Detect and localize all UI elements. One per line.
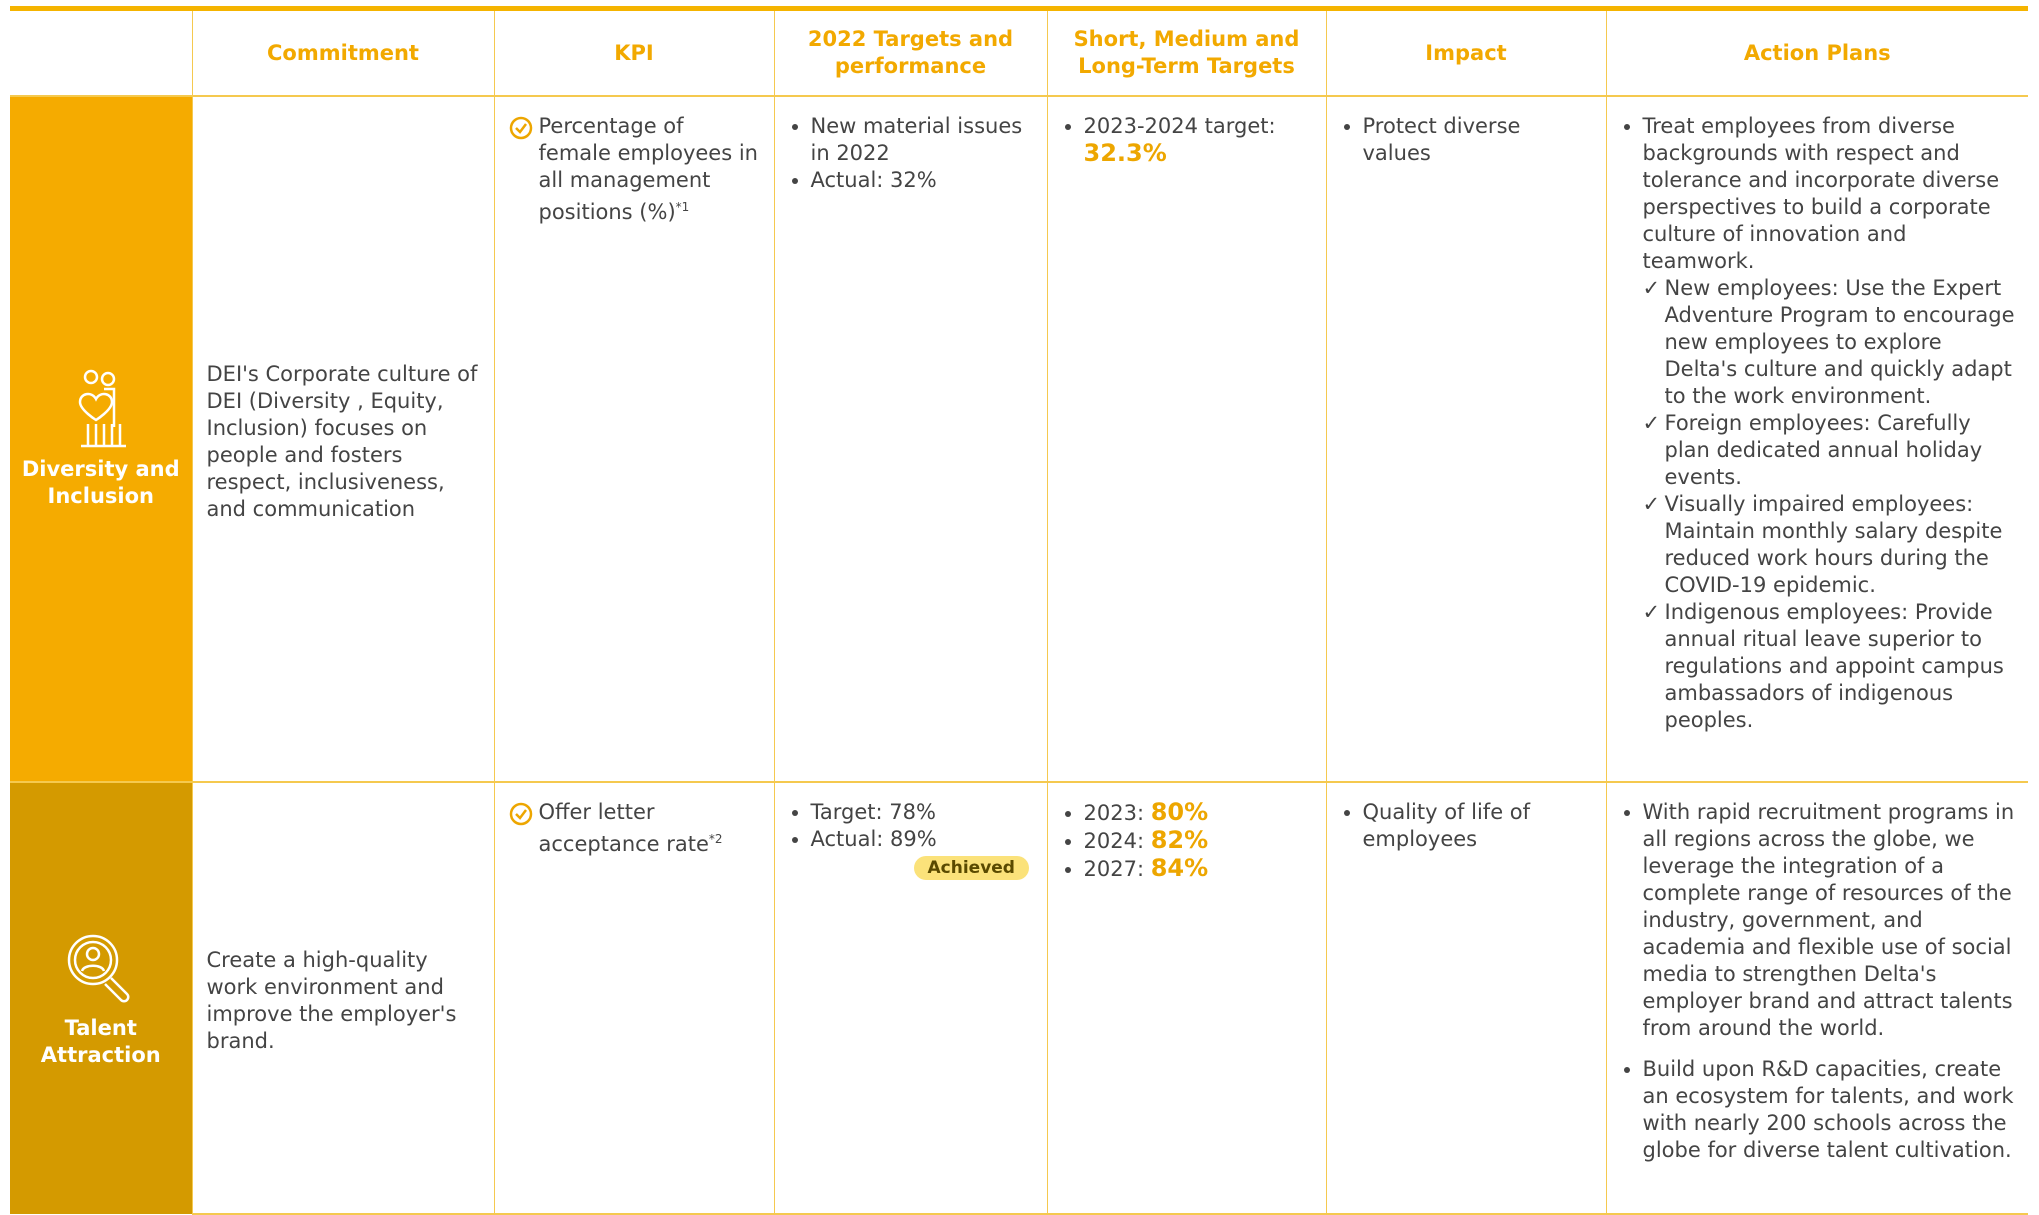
row: Diversity and Inclusion DEI's Corporate …: [10, 96, 2028, 783]
item: Target: 78%: [811, 799, 1035, 826]
header: Action Plans: [1605, 11, 2028, 97]
item: Actual: 89%: [811, 826, 1035, 853]
kpi-text: Offer letter acceptance rate: [538, 800, 709, 856]
item: Protect diverse values: [1363, 113, 1594, 167]
header-row: Commitment KPI 2022 Targets and performa…: [10, 11, 2028, 97]
table: Commitment KPI 2022 Targets and performa…: [10, 11, 2028, 1215]
commitment: DEI's Corporate culture of DEI (Diversit…: [191, 96, 494, 783]
row: Talent Attraction Create a high-quality …: [10, 782, 2028, 1215]
item: Actual: 32%: [811, 167, 1035, 194]
target: 2023-2024 target:32.3%: [1084, 113, 1314, 168]
target: 2024: 82%: [1084, 827, 1314, 855]
value: 84%: [1150, 854, 1209, 882]
category: Talent Attraction: [40, 1016, 161, 1067]
sub-item: Visually impaired employees: Maintain mo…: [1643, 491, 2017, 599]
item: New material issues in 2022: [811, 113, 1035, 167]
check-icon: [509, 802, 532, 826]
icon: [78, 369, 126, 447]
category-cell: Diversity and Inclusion: [10, 96, 192, 783]
target: 2027: 84%: [1084, 855, 1314, 883]
label: 2023:: [1083, 801, 1145, 825]
plan-text: Treat employees from diverse backgrounds…: [1642, 114, 2000, 273]
table-wrap: Commitment KPI 2022 Targets and performa…: [10, 6, 2028, 1215]
value: 82%: [1150, 826, 1209, 854]
category: Diversity and Inclusion: [21, 456, 180, 508]
sub-item: Indigenous employees: Provide annual rit…: [1643, 599, 2017, 734]
header: Commitment: [191, 11, 494, 97]
sub-item: New employees: Use the Expert Adventure …: [1643, 275, 2017, 410]
plan: With rapid recruitment programs in all r…: [1643, 799, 2017, 1042]
check-icon: [509, 116, 532, 140]
label: 2027:: [1083, 857, 1145, 881]
commitment: Create a high-quality work environment a…: [191, 782, 494, 1215]
value: 32.3%: [1083, 139, 1167, 167]
header: Short, Medium and Long-Term Targets: [1046, 11, 1326, 97]
sub-item: Foreign employees: Carefully plan dedica…: [1643, 410, 2017, 491]
category-cell: Talent Attraction: [10, 782, 192, 1214]
plan: Treat employees from diverse backgrounds…: [1643, 113, 2017, 734]
value: 80%: [1150, 798, 1209, 826]
item: Quality of life of employees: [1363, 799, 1594, 853]
kpi-text: Percentage of female employees in all ma…: [538, 114, 759, 224]
label: 2023-2024 target:: [1083, 114, 1276, 138]
header: Impact: [1325, 11, 1606, 97]
plan: Build upon R&D capacities, create an eco…: [1643, 1056, 2017, 1164]
header: KPI: [493, 11, 774, 97]
kpi: Offer letter acceptance rate*2: [509, 799, 762, 858]
label: 2024:: [1083, 829, 1145, 853]
target: 2023: 80%: [1084, 799, 1314, 827]
header: 2022 Targets and performance: [773, 11, 1047, 97]
note: *2: [708, 832, 723, 846]
kpi: Percentage of female employees in all ma…: [509, 113, 762, 226]
badge: Achieved: [913, 856, 1029, 880]
note: *1: [675, 200, 690, 214]
icon: [67, 934, 130, 1003]
